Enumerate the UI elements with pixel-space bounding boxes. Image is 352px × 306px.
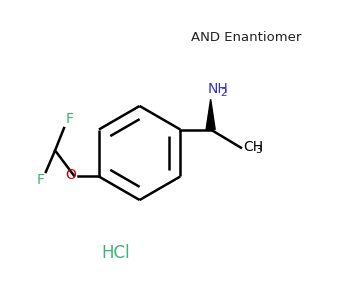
Text: NH: NH (208, 81, 228, 95)
Text: HCl: HCl (101, 244, 130, 262)
Polygon shape (206, 99, 215, 129)
Text: F: F (36, 174, 44, 188)
Text: AND Enantiomer: AND Enantiomer (190, 31, 301, 44)
Text: O: O (65, 168, 76, 182)
Text: 3: 3 (256, 145, 262, 155)
Text: F: F (65, 113, 74, 126)
Text: CH: CH (243, 140, 264, 154)
Text: 2: 2 (221, 88, 227, 98)
